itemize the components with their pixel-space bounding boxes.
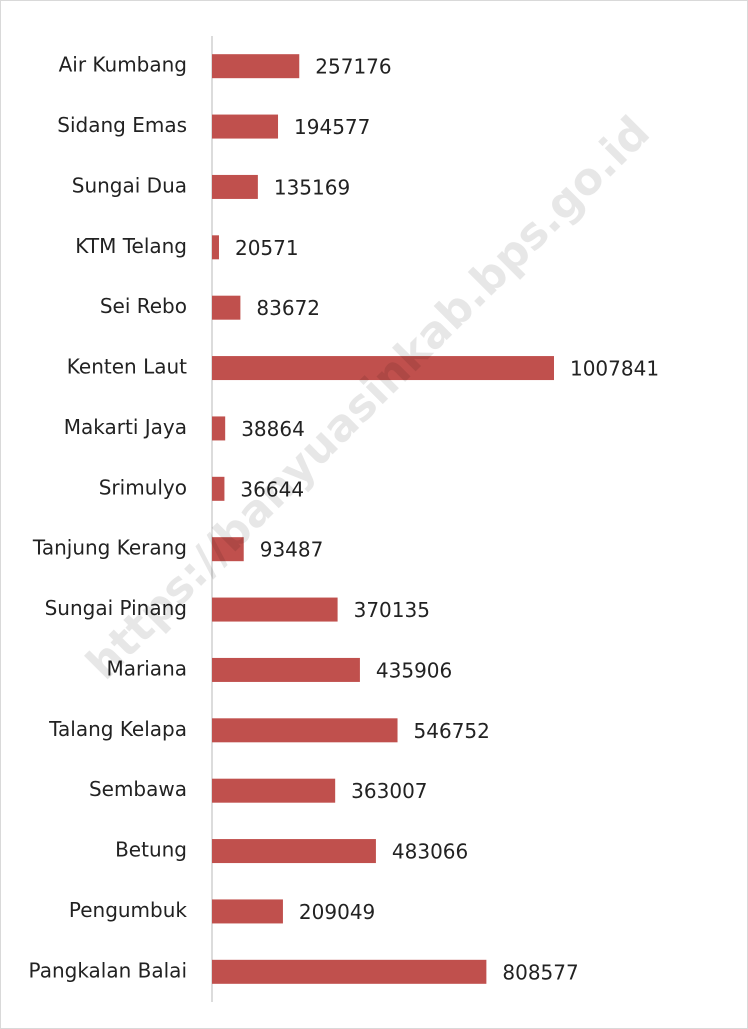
category-label: Makarti Jaya: [64, 415, 187, 439]
bar: [212, 235, 219, 260]
value-label: 20571: [235, 236, 299, 260]
value-label: 370135: [354, 598, 430, 622]
category-label: Mariana: [107, 656, 187, 680]
value-label: 209049: [299, 900, 375, 924]
bar: [212, 899, 283, 924]
value-label: 83672: [256, 296, 320, 320]
value-label: 546752: [414, 719, 490, 743]
category-label: Sembawa: [89, 777, 187, 801]
category-label: Tanjung Kerang: [32, 536, 187, 560]
category-label: Talang Kelapa: [48, 717, 187, 741]
bar: [212, 114, 279, 139]
bar: [212, 778, 336, 803]
value-label: 194577: [294, 115, 370, 139]
value-label: 38864: [241, 417, 305, 441]
bar: [212, 356, 554, 381]
category-label: Sidang Emas: [57, 113, 187, 137]
category-label: Pangkalan Balai: [29, 958, 187, 982]
category-label: Sei Rebo: [100, 294, 187, 318]
value-label: 1007841: [570, 357, 659, 381]
category-label: Srimulyo: [99, 475, 187, 499]
value-label: 135169: [274, 175, 350, 199]
category-label: Air Kumbang: [59, 53, 187, 77]
value-label: 808577: [502, 960, 578, 984]
bar: [212, 718, 398, 743]
category-label: Kenten Laut: [67, 355, 187, 379]
bar: [212, 537, 244, 562]
value-label: 435906: [376, 658, 452, 682]
category-label: Betung: [115, 838, 187, 862]
bar: [212, 597, 338, 622]
value-label: 36644: [240, 477, 304, 501]
value-label: 257176: [315, 55, 391, 79]
category-label: KTM Telang: [75, 234, 187, 258]
value-label: 483066: [392, 840, 468, 864]
category-label: Sungai Dua: [72, 173, 187, 197]
bar: [212, 174, 258, 199]
bar: [212, 295, 241, 320]
category-label: Pengumbuk: [69, 898, 188, 922]
bar: [212, 54, 300, 79]
bar: [212, 416, 226, 441]
bar: [212, 959, 487, 984]
bar: [212, 657, 360, 682]
value-label: 363007: [351, 779, 427, 803]
bar: [212, 476, 225, 501]
category-label: Sungai Pinang: [45, 596, 187, 620]
value-label: 93487: [260, 538, 324, 562]
bar: [212, 839, 376, 864]
